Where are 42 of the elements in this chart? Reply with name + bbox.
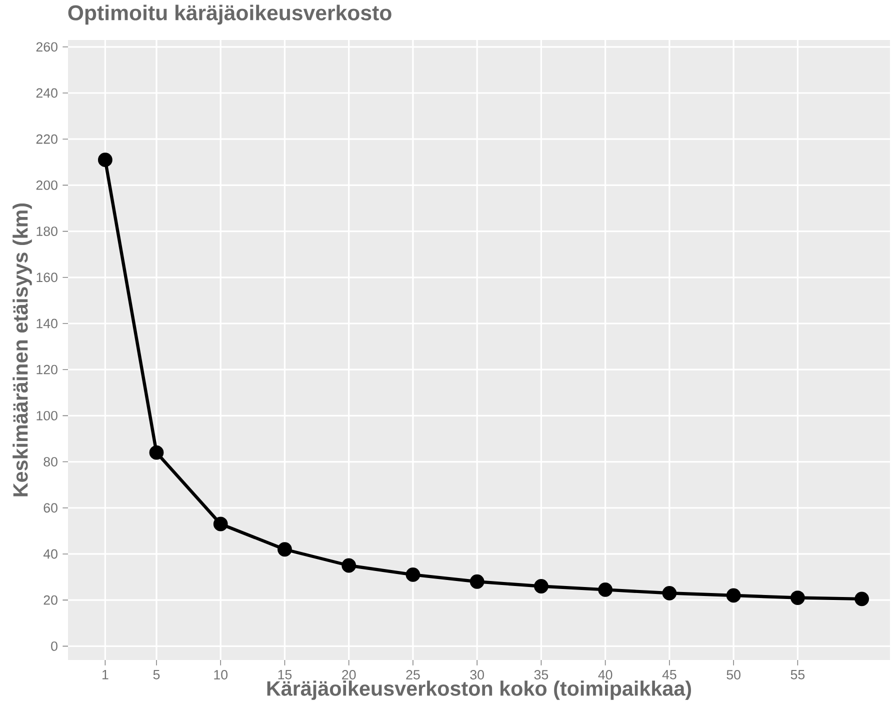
point: [149, 445, 164, 460]
x-tick-label: 10: [214, 670, 228, 680]
y-tick-label: 0: [51, 641, 58, 651]
point: [278, 542, 292, 557]
chart-title: Optimoitu käräjäoikeusverkosto: [68, 4, 392, 25]
y-tick-label: 240: [36, 88, 58, 98]
x-tick-label: 55: [790, 670, 805, 680]
y-tick-label: 160: [36, 272, 58, 282]
y-tick-label: 200: [36, 180, 58, 190]
x-tick-label: 20: [342, 670, 356, 680]
y-tick-label: 20: [44, 595, 58, 605]
point: [406, 568, 420, 582]
x-tick-label: 45: [662, 670, 676, 680]
point: [342, 558, 356, 573]
point: [790, 590, 805, 605]
point: [662, 586, 677, 600]
point: [98, 152, 112, 168]
y-tick-label: 80: [44, 457, 58, 466]
y-tick-label: 120: [36, 364, 58, 374]
x-tick-label: 40: [598, 670, 612, 680]
x-axis-title: Käräjäoikeusverkoston koko (toimipaikkaa): [267, 680, 692, 700]
x-tick-label: 35: [534, 670, 548, 680]
point: [726, 588, 741, 603]
x-tick-label: 1: [102, 670, 108, 680]
x-tick-label: 30: [470, 670, 484, 680]
y-tick-label: 180: [36, 226, 58, 236]
point: [470, 574, 484, 589]
y-tick-label: 40: [43, 549, 58, 559]
point: [534, 579, 548, 594]
point: [854, 592, 869, 606]
x-tick-label: 5: [153, 670, 160, 680]
y-tick-label: 100: [36, 410, 58, 420]
y-axis-title: Keskimääräinen etäisyys (km): [12, 203, 32, 496]
y-tick-label: 140: [36, 318, 58, 328]
x-tick-label: 50: [726, 670, 740, 680]
x-tick-label: 25: [406, 670, 420, 680]
y-tick-label: 260: [36, 42, 58, 52]
y-tick-label: 60: [44, 503, 58, 513]
x-tick-label: 15: [278, 670, 292, 680]
y-tick-label: 220: [36, 134, 58, 144]
point: [598, 582, 613, 597]
point: [213, 516, 228, 532]
